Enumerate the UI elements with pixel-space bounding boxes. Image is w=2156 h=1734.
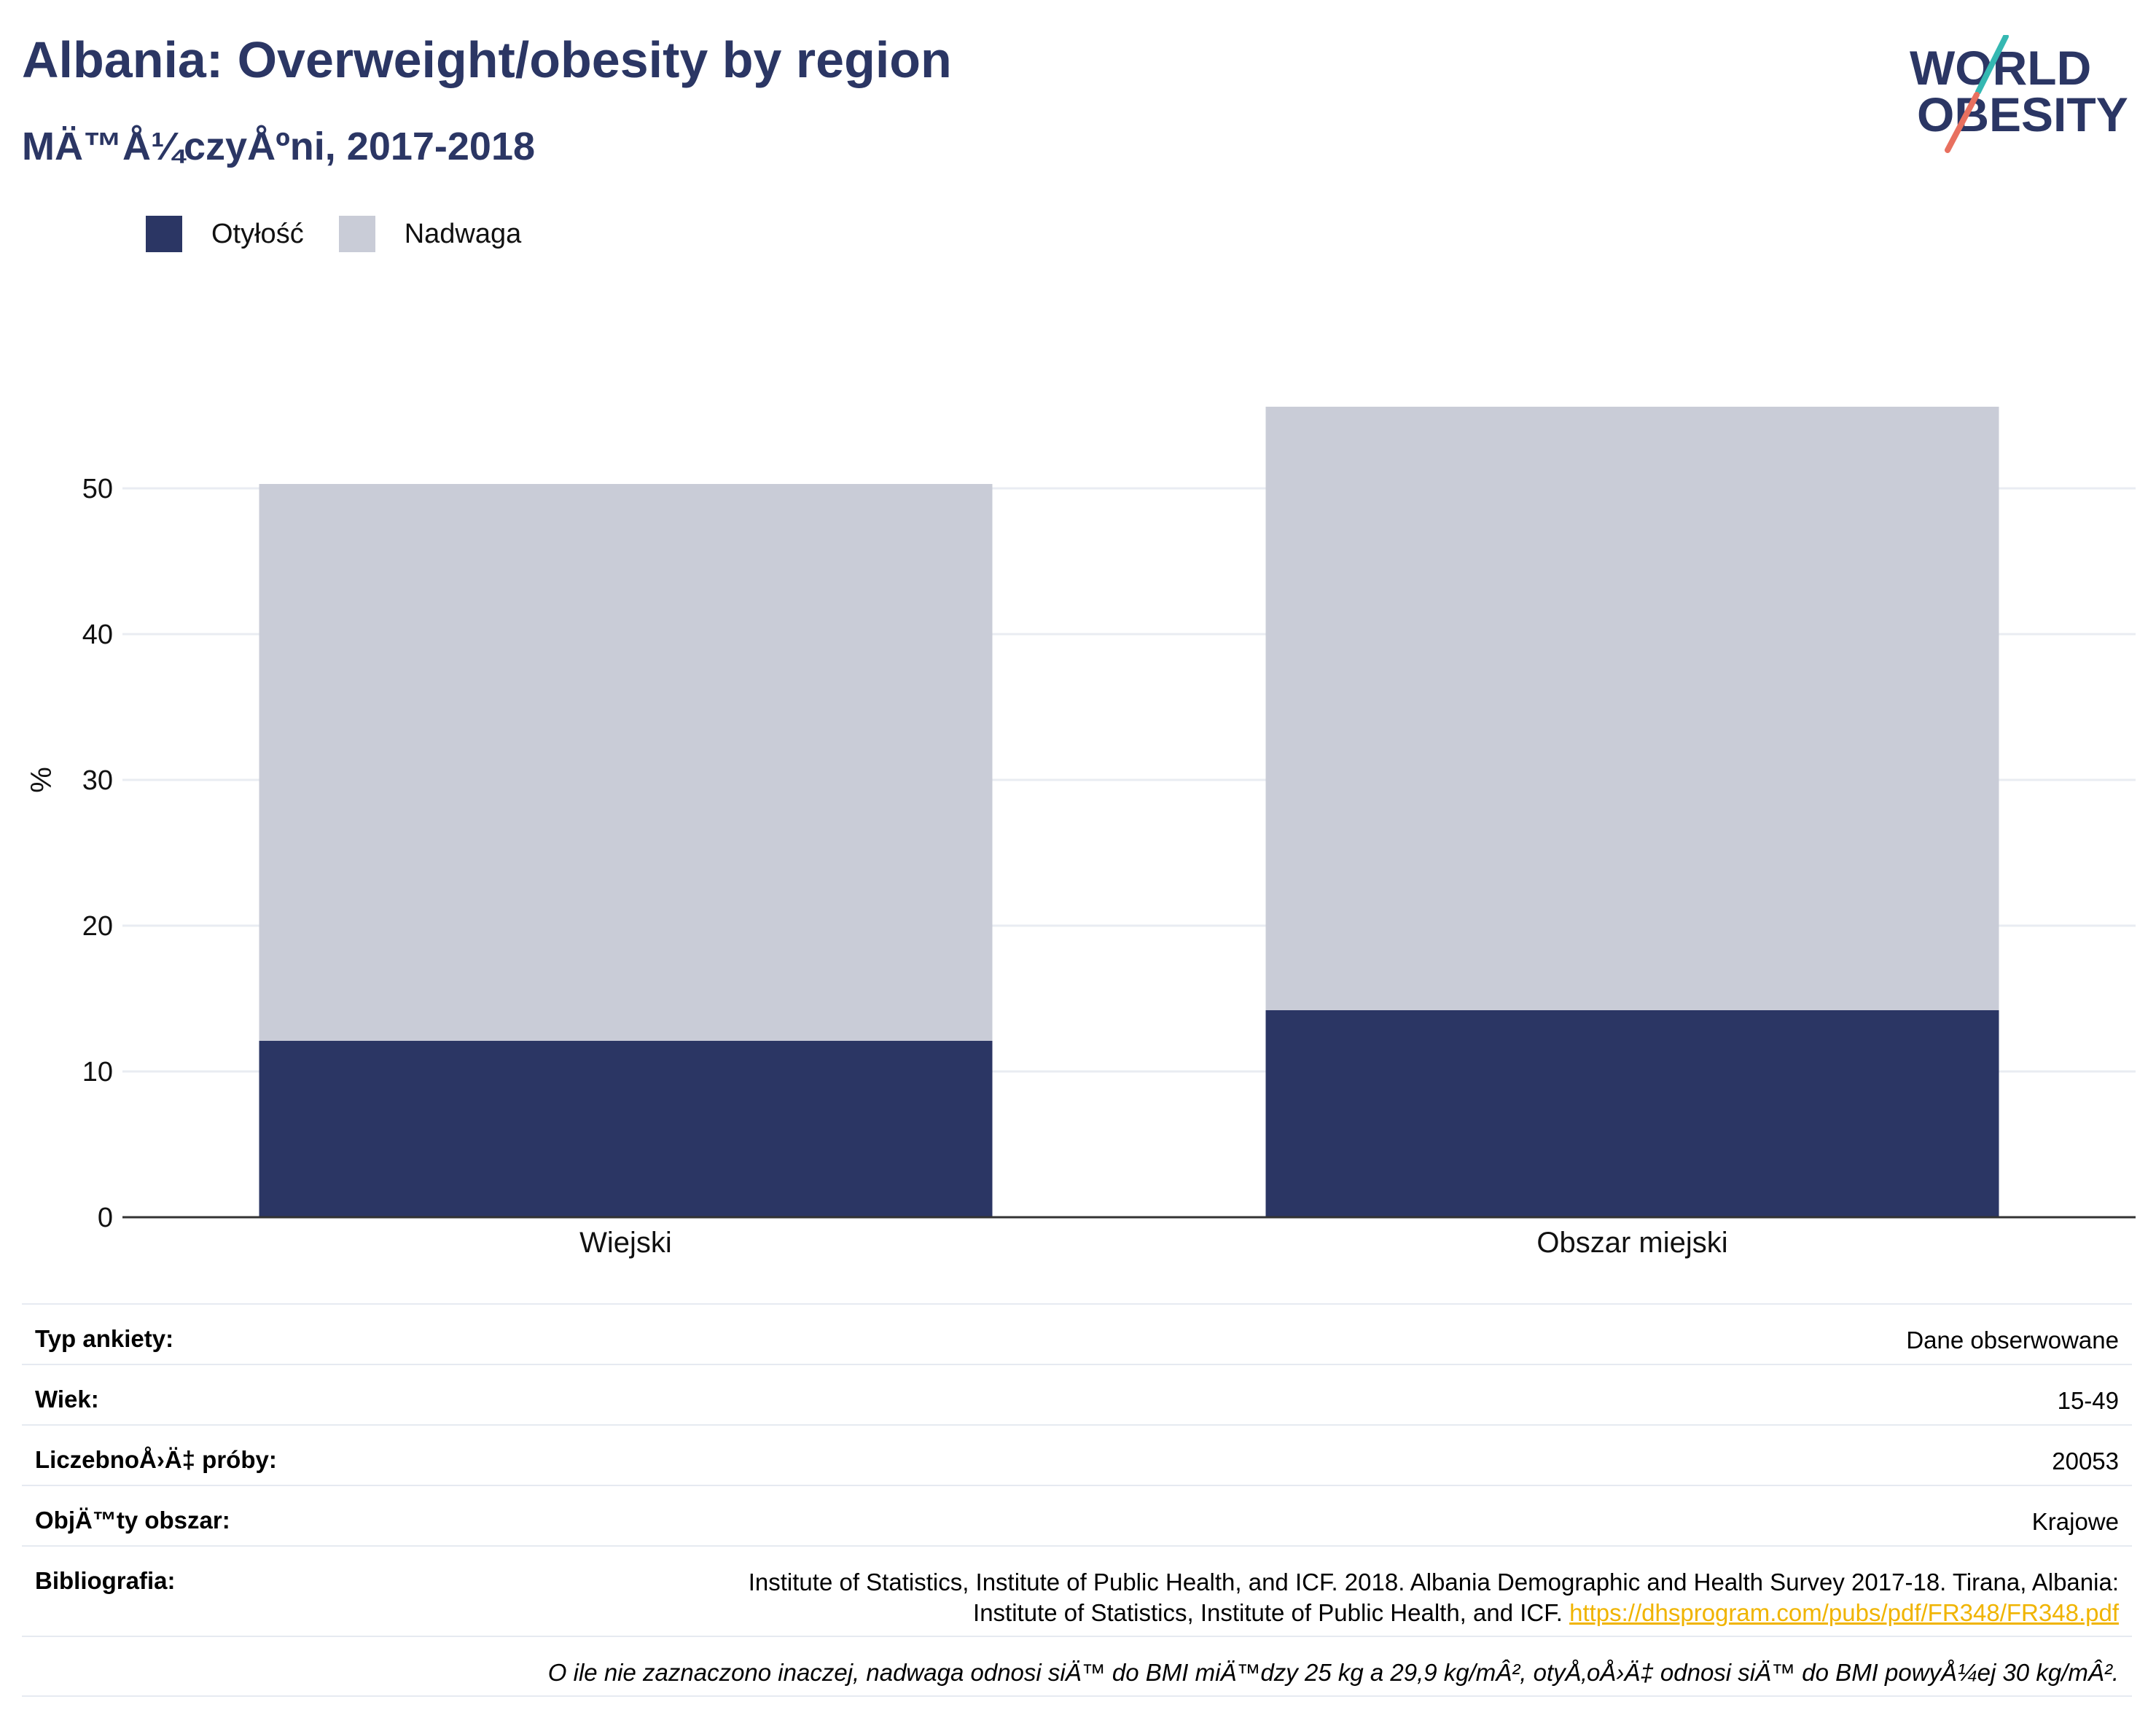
legend-swatch-overweight — [338, 216, 375, 252]
legend-label-obesity: Otyłość — [211, 218, 304, 249]
info-label: ObjÄ™ty obszar: — [35, 1507, 230, 1534]
chart-title: Albania: Overweight/obesity by region — [22, 31, 952, 88]
info-row-bibliography: Bibliografia: Institute of Statistics, I… — [22, 1545, 2132, 1636]
info-label: Typ ankiety: — [35, 1325, 174, 1352]
logo-slash-teal — [1975, 35, 2009, 95]
chart-legend: Otyłość Nadwaga — [146, 216, 556, 252]
info-label: Bibliografia: — [35, 1567, 176, 1594]
survey-info-table: Typ ankiety: Dane obserwowane Wiek: 15-4… — [22, 1303, 2132, 1697]
chart-subtitle: MÄ™Å¼czyÅºni, 2017-2018 — [22, 125, 536, 168]
bar-overweight-1 — [1265, 407, 1999, 1010]
info-value: 20053 — [2052, 1448, 2119, 1475]
legend-item-obesity[interactable]: Otyłość — [146, 216, 304, 252]
legend-label-overweight: Nadwaga — [404, 218, 522, 249]
bibliography-line-1: Institute of Statistics, Institute of Pu… — [748, 1569, 2119, 1596]
x-category-label: Obszar miejski — [1536, 1227, 1727, 1259]
logo-slash-coral — [1945, 92, 1980, 153]
y-tick-label: 50 — [82, 474, 113, 504]
info-value: 15-49 — [2057, 1387, 2119, 1414]
info-row-area: ObjÄ™ty obszar: Krajowe — [22, 1485, 2132, 1545]
info-label: LiczebnoÅ›Ä‡ próby: — [35, 1446, 277, 1473]
y-tick-label: 40 — [82, 620, 113, 650]
y-tick-label: 20 — [82, 911, 113, 942]
y-tick-label: 0 — [98, 1203, 113, 1233]
info-value: Dane obserwowane — [1906, 1327, 2119, 1354]
x-category-label: Wiejski — [579, 1227, 672, 1259]
y-axis-label: % — [26, 767, 58, 793]
bibliography-line-2: Institute of Statistics, Institute of Pu… — [973, 1599, 1563, 1626]
bibliography-text: Institute of Statistics, Institute of Pu… — [749, 1567, 2119, 1628]
info-row-sample-size: LiczebnoÅ›Ä‡ próby: 20053 — [22, 1424, 2132, 1485]
bar-obesity-0 — [259, 1041, 993, 1217]
y-tick-label: 10 — [82, 1057, 113, 1087]
logo-word-obesity: OBESITY — [1917, 87, 2128, 141]
world-obesity-logo: WORLD OBESITY — [1910, 35, 2128, 153]
info-label: Wiek: — [35, 1386, 99, 1413]
bar-chart: 0 10 20 30 40 50% Wiejski Obszar miejski — [26, 407, 2136, 1259]
info-row-footnote: O ile nie zaznaczono inaczej, nadwaga od… — [22, 1636, 2132, 1697]
bar-overweight-0 — [259, 484, 993, 1041]
legend-swatch-obesity — [146, 216, 182, 252]
info-value: Krajowe — [2031, 1508, 2119, 1535]
info-row-survey-type: Typ ankiety: Dane obserwowane — [22, 1303, 2132, 1364]
bibliography-link[interactable]: https://dhsprogram.com/pubs/pdf/FR348/FR… — [1569, 1599, 2119, 1626]
info-row-age: Wiek: 15-49 — [22, 1364, 2132, 1424]
legend-item-overweight[interactable]: Nadwaga — [338, 216, 522, 252]
y-tick-label: 30 — [82, 765, 113, 796]
footnote-text: O ile nie zaznaczono inaczej, nadwaga od… — [547, 1659, 2119, 1686]
bar-obesity-1 — [1265, 1010, 1999, 1217]
